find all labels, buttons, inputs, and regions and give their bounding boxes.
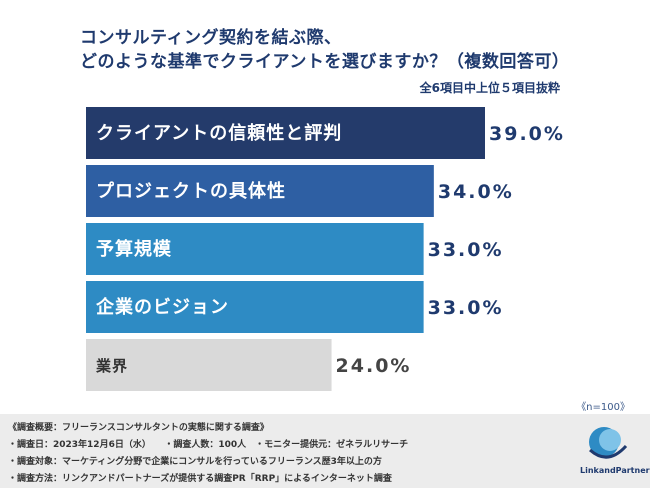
bar-value-0: 39.0% [489, 123, 565, 145]
bar-value-3: 33.0% [428, 297, 504, 319]
chart-title: コンサルティング契約を結ぶ際、 どのような基準でクライアントを選びますか？（複数… [80, 26, 569, 74]
bar-2 [86, 223, 424, 275]
company-logo: LinkandPartners [580, 420, 650, 480]
title-line-2: どのような基準でクライアントを選びますか？（複数回答可） [80, 52, 570, 72]
bar-4 [86, 339, 332, 391]
footer-line-2: ・調査日：2023年12月6日（水） ・調査人数：100人 ・モニター提供元：ゼ… [8, 440, 409, 450]
bar-chart: クライアントの信頼性と評判 39.0% プロジェクトの具体性 34.0% 予算規模 33.… [86, 107, 565, 391]
sample-size-note: 《n=100》 [576, 402, 630, 413]
bar-label-1: プロジェクトの具体性 [96, 180, 286, 202]
bar-1 [86, 165, 434, 217]
bar-0 [86, 107, 485, 159]
bar-value-4: 24.0% [336, 355, 412, 377]
footer-line-3: ・調査対象：マーケティング分野で企業にコンサルを行っているフリーランス歴3年以上… [8, 457, 382, 467]
bar-label-0: クライアントの信頼性と評判 [96, 122, 342, 144]
survey-footer: 《調査概要：フリーランスコンサルタントの実態に関する調査》 ・調査日：2023年… [0, 414, 650, 488]
logo-text: LinkandPartners [580, 466, 650, 475]
title-line-1: コンサルティング契約を結ぶ際、 [80, 28, 342, 48]
bar-3 [86, 281, 424, 333]
footer-line-1: 《調査概要：フリーランスコンサルタントの実態に関する調査》 [8, 423, 269, 433]
bar-value-1: 34.0% [438, 181, 514, 203]
logo-icon [589, 427, 628, 459]
bar-label-3: 企業のビジョン [95, 296, 229, 318]
footer-line-4: ・調査方法：リンクアンドパートナーズが提供する調査PR「RRP」によるインターネ… [8, 474, 392, 484]
chart-subtitle: 全6項目中上位５項目抜粋 [419, 81, 560, 95]
bar-label-4: 業界 [95, 357, 128, 375]
bar-label-2: 予算規模 [96, 238, 172, 260]
bar-value-2: 33.0% [428, 239, 504, 261]
